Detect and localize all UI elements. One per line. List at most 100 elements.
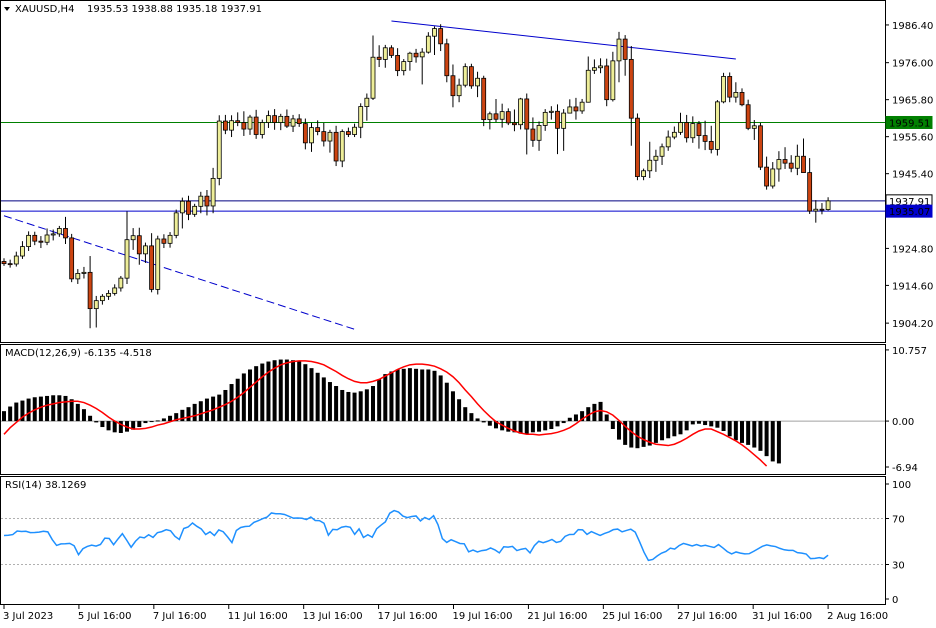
candle-body [87,271,93,310]
time-tick-label: 13 Jul 16:00 [303,611,363,622]
candle-body [173,212,179,236]
candle-body [487,113,493,121]
candle-body [801,155,806,173]
macd-histogram-bar [235,378,240,422]
candle-body [512,122,517,126]
candle-body [592,67,597,71]
candle-body [733,92,739,98]
price-tick-label: 1914.60 [892,281,933,292]
rsi-title: RSI(14) 38.1269 [5,480,86,491]
candle-body [444,43,450,77]
candle-body [758,125,763,168]
macd-histogram-bar [174,413,179,422]
macd-histogram-bar [168,415,173,422]
candle-body [813,208,819,212]
macd-histogram-bar [567,417,572,422]
macd-histogram-bar [401,368,406,422]
macd-histogram-bar [198,401,203,422]
candle-body [333,131,339,162]
candle-body [715,101,720,150]
macd-histogram-bar [346,391,351,422]
macd-histogram-bar [721,421,726,431]
candle-body [567,106,573,114]
macd-histogram-bar [112,421,117,433]
candle-body [75,273,81,280]
trendline[interactable] [3,215,355,330]
macd-histogram-bar [266,361,271,422]
macd-layer [1,359,885,467]
macd-histogram-bar [358,391,363,422]
price-marker-label: 1959.51 [889,118,930,129]
macd-histogram-bar [100,421,105,428]
trendline[interactable] [391,20,736,60]
candle-body [462,66,468,86]
macd-histogram-bar [69,399,74,422]
macd-histogram-bar [770,421,775,462]
candle-body [93,300,99,310]
macd-histogram-bar [487,421,492,426]
macd-histogram-bar [14,402,19,422]
candle-body [149,245,155,290]
price-tick-label: 1904.20 [892,319,933,330]
macd-histogram-bar [303,364,308,422]
macd-histogram-bar [549,421,554,430]
candle-body [241,122,247,130]
macd-histogram-bar [586,407,591,422]
candle-body [628,59,634,119]
candle-body [702,135,708,142]
candle-body [69,237,75,280]
candle-body [438,28,444,45]
candle-body [604,65,610,101]
candle-body [296,118,302,125]
macd-histogram-bar [727,421,732,437]
candle-body [32,234,38,242]
candle-body [56,228,62,235]
candle-body [167,234,173,244]
macd-histogram-bar [81,409,86,422]
candle-body [302,123,308,144]
candle-body [555,110,560,129]
time-tick-label: 27 Jul 16:00 [677,611,737,622]
candle-body [782,159,788,164]
candle-body [579,101,585,112]
candle-body [161,238,167,244]
candle-body [573,106,579,112]
collapse-triangle-icon[interactable] [4,7,10,11]
macd-histogram-bar [647,421,652,446]
macd-histogram-bar [598,401,603,422]
macd-histogram-bar [2,411,6,422]
macd-histogram-bar [260,363,265,422]
macd-signal-line [3,360,768,467]
candle-body [456,84,462,97]
macd-histogram-bar [580,411,585,422]
candle-body [26,234,32,247]
macd-tick-label: 10.757 [892,346,927,357]
price-panel [0,0,886,343]
candle-body [413,52,419,58]
macd-histogram-bar [457,399,462,422]
candle-body [819,208,825,211]
macd-histogram-bar [223,389,228,422]
candle-body [450,75,456,97]
candle-body [475,77,480,87]
candle-body [739,92,745,106]
time-tick-label: 5 Jul 16:00 [78,611,132,622]
candle-body [794,155,800,169]
candle-body [389,47,394,56]
candle-body [635,117,640,177]
candle-body [124,239,130,279]
macd-histogram-bar [241,373,246,422]
macd-histogram-bar [450,391,455,422]
macd-histogram-bar [684,421,689,431]
macd-histogram-bar [776,421,781,464]
candle-body [44,234,50,243]
price-tick-label: 1924.80 [892,244,933,255]
macd-histogram-bar [709,421,714,427]
macd-histogram-bar [26,398,31,422]
candle-body [659,146,665,157]
macd-tick-label: -6.94 [892,463,918,474]
rsi-layer [1,509,885,565]
macd-histogram-bar [38,396,43,422]
price-tick-label: 1965.80 [892,96,933,107]
